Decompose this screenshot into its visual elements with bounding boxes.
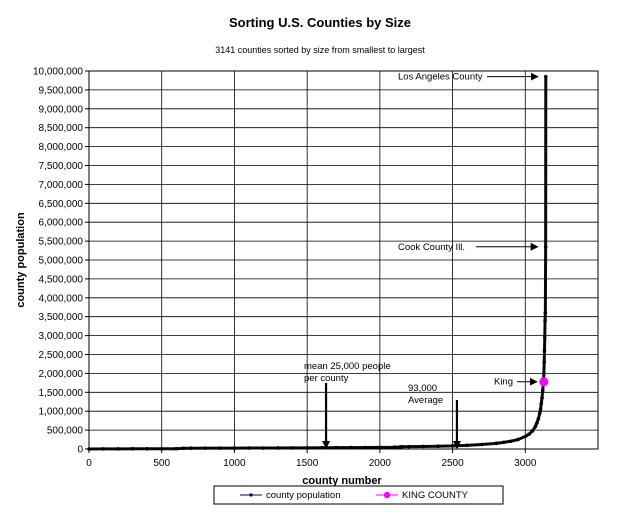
y-tick-label: 4,000,000 (39, 293, 84, 304)
y-tick-label: 6,000,000 (39, 218, 84, 229)
y-tick-label: 5,000,000 (39, 256, 84, 267)
y-tick-label: 0 (77, 445, 83, 456)
y-tick-label: 3,500,000 (39, 312, 84, 323)
y-tick-label: 3,000,000 (39, 331, 84, 342)
annotation-average-line-1: 93,000 (408, 383, 437, 394)
annotation-los-angeles: Los Angeles County (398, 72, 483, 83)
x-tick-label: 500 (153, 458, 170, 469)
y-tick-label: 1,500,000 (39, 388, 84, 399)
y-tick-label: 9,000,000 (39, 104, 84, 115)
y-tick-label: 5,500,000 (39, 237, 84, 248)
legend-marker-king-county (383, 491, 391, 499)
y-tick-label: 8,000,000 (39, 142, 84, 153)
series-line-county-population (89, 76, 547, 450)
y-tick-label: 2,500,000 (39, 350, 84, 361)
chart-title: Sorting U.S. Counties by Size (229, 15, 411, 30)
y-tick-label: 10,000,000 (33, 67, 83, 78)
legend-marker-county-population (249, 493, 253, 497)
x-tick-label: 1500 (296, 458, 319, 469)
x-axis-label: county number (302, 475, 382, 487)
y-tick-label: 6,500,000 (39, 199, 84, 210)
chart-subtitle: 3141 counties sorted by size from smalle… (215, 45, 425, 55)
annotation-mean-line-1: mean 25,000 people (304, 361, 391, 372)
y-axis-ticks: 0 500,000 1,000,000 1,500,000 2,000,000 2,500… (33, 67, 89, 456)
series-thick-line (89, 76, 548, 451)
annotation-mean-line-2: per county (304, 373, 349, 384)
y-tick-label: 4,500,000 (39, 274, 84, 285)
series-layer (87, 74, 549, 451)
x-tick-label: 2500 (441, 458, 464, 469)
data-point-king-county (539, 377, 549, 387)
annotation-cook-county: Cook County Ill. (398, 242, 465, 253)
y-tick-label: 1,000,000 (39, 407, 84, 418)
legend: county population KING COUNTY (213, 485, 504, 505)
legend-label-county-population: county population (266, 490, 340, 501)
x-tick-label: 1000 (223, 458, 246, 469)
legend-label-king-county: KING COUNTY (402, 490, 469, 501)
y-tick-label: 7,000,000 (39, 180, 84, 191)
x-tick-label: 2000 (369, 458, 392, 469)
annotation-average-line-2: Average (408, 395, 443, 406)
x-tick-label: 0 (86, 458, 92, 469)
y-tick-label: 8,500,000 (39, 123, 84, 134)
legend-box (213, 485, 504, 505)
x-axis-ticks: 0 500 1000 1500 2000 2500 3000 (86, 449, 537, 469)
y-tick-label: 7,500,000 (39, 161, 84, 172)
annotation-king: King (494, 377, 513, 388)
y-tick-label: 2,000,000 (39, 369, 84, 380)
annotations: Los Angeles County Cook County Ill. King me… (304, 72, 539, 449)
y-axis-label: county population (15, 212, 27, 308)
y-tick-label: 9,500,000 (39, 85, 84, 96)
x-tick-label: 3000 (514, 458, 537, 469)
gridlines (89, 71, 598, 449)
y-tick-label: 500,000 (47, 426, 84, 437)
